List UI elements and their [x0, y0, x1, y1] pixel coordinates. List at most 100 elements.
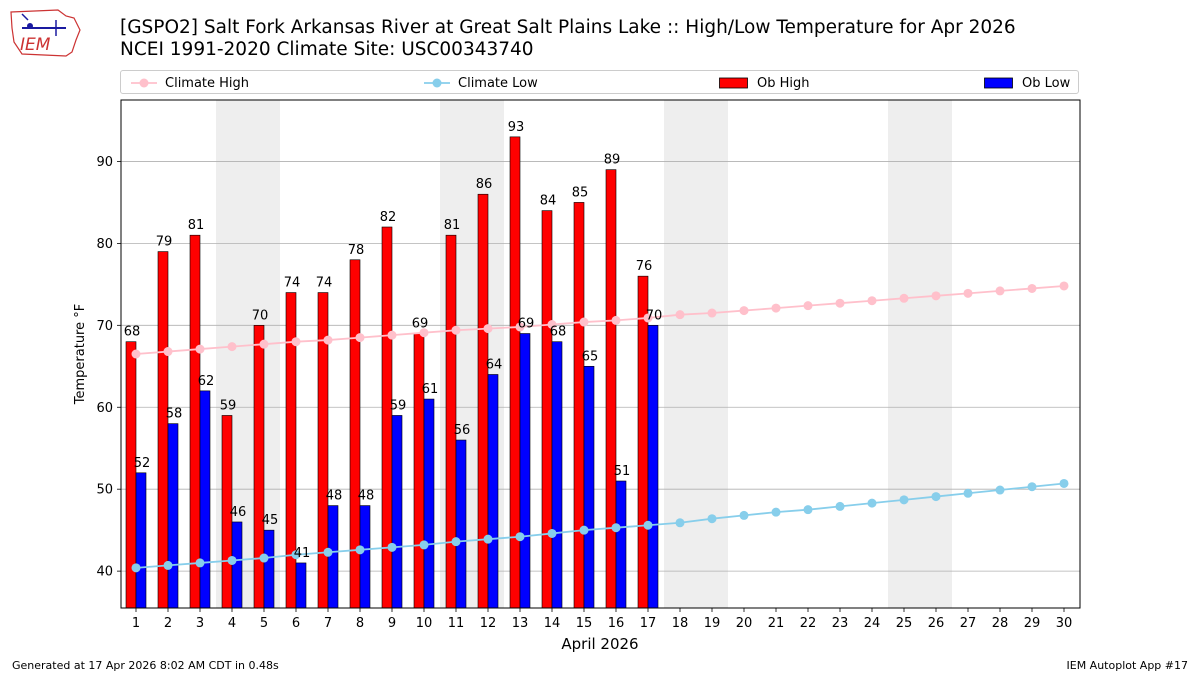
x-tick-label-11: 11	[448, 616, 465, 631]
x-tick-label-3: 3	[196, 616, 204, 631]
y-axis-label: Temperature °F	[73, 304, 88, 405]
legend-marker-climate-high	[131, 78, 157, 88]
x-tick-label-9: 9	[388, 616, 396, 631]
climate-low-point-day-30	[1059, 478, 1069, 488]
x-tick-label-1: 1	[132, 616, 140, 631]
ob-high-bar-day-15	[573, 202, 585, 609]
climate-low-point-day-4	[227, 555, 237, 565]
x-tick-label-28: 28	[992, 616, 1009, 631]
legend-label-climate-high: Climate High	[165, 75, 250, 91]
ob-high-label-day-8: 78	[348, 243, 365, 258]
x-tick-label-23: 23	[832, 616, 849, 631]
climate-high-point-day-28	[995, 286, 1005, 296]
ob-low-label-day-4: 46	[230, 505, 247, 520]
ob-high-label-day-13: 93	[508, 120, 525, 135]
ob-high-label-day-5: 70	[252, 308, 269, 323]
climate-high-point-day-18	[675, 310, 685, 320]
climate-high-line	[135, 285, 1065, 355]
legend-marker-ob-low	[984, 77, 1013, 89]
ob-high-bar-day-2	[157, 251, 169, 609]
y-tick-label-70: 70	[96, 319, 113, 334]
climate-low-point-day-27	[963, 488, 973, 498]
x-tick-label-8: 8	[356, 616, 364, 631]
climate-high-point-day-23	[835, 298, 845, 308]
x-tick-label-17: 17	[640, 616, 657, 631]
ob-high-bar-day-12	[477, 193, 489, 609]
ob-high-label-day-3: 81	[188, 218, 205, 233]
climate-low-point-day-7	[323, 547, 333, 557]
x-tick-label-24: 24	[864, 616, 881, 631]
ob-low-bar-day-15	[583, 365, 595, 609]
climate-high-point-day-13	[515, 322, 525, 332]
climate-low-point-day-25	[899, 495, 909, 505]
ob-low-bar-day-4	[231, 521, 243, 609]
climate-low-point-day-14	[547, 528, 557, 538]
x-tick-label-25: 25	[896, 616, 913, 631]
ob-low-bar-day-17	[647, 325, 659, 609]
climate-low-point-day-11	[451, 537, 461, 547]
x-tick-label-5: 5	[260, 616, 268, 631]
ob-low-bar-day-10	[423, 398, 435, 609]
climate-high-point-day-22	[803, 301, 813, 311]
climate-high-point-day-7	[323, 335, 333, 345]
x-tick-label-14: 14	[544, 616, 561, 631]
climate-high-point-day-29	[1027, 283, 1037, 293]
x-tick-label-30: 30	[1056, 616, 1073, 631]
climate-low-point-day-1	[131, 563, 141, 573]
ob-high-bar-day-3	[189, 234, 201, 609]
climate-low-point-day-6	[291, 550, 301, 560]
ob-low-label-day-16: 51	[614, 464, 631, 479]
weekend-shade-day-19	[696, 100, 728, 608]
ob-high-bar-day-17	[637, 275, 649, 609]
climate-high-point-day-19	[707, 308, 717, 318]
ob-low-label-day-3: 62	[198, 374, 215, 389]
x-tick-label-2: 2	[164, 616, 172, 631]
climate-low-point-day-24	[867, 498, 877, 508]
climate-low-point-day-23	[835, 501, 845, 511]
ob-high-bar-day-11	[445, 234, 457, 609]
x-tick-label-18: 18	[672, 616, 689, 631]
ob-low-label-day-13: 69	[518, 317, 535, 332]
climate-low-point-day-8	[355, 545, 365, 555]
x-tick-label-29: 29	[1024, 616, 1041, 631]
climate-low-point-day-21	[771, 507, 781, 517]
climate-high-point-day-14	[547, 320, 557, 330]
ob-high-bar-day-10	[413, 333, 425, 609]
climate-high-point-day-5	[259, 339, 269, 349]
chart-title-line2: NCEI 1991-2020 Climate Site: USC00343740	[120, 39, 534, 60]
ob-low-label-day-12: 64	[486, 357, 503, 372]
climate-high-point-day-2	[163, 347, 173, 357]
ob-high-label-day-7: 74	[316, 276, 333, 291]
ob-high-label-day-10: 69	[412, 317, 429, 332]
weekend-shade-day-18	[664, 100, 696, 608]
ob-low-bar-day-16	[615, 480, 627, 609]
ob-low-label-day-17: 70	[646, 308, 663, 323]
x-tick-label-27: 27	[960, 616, 977, 631]
climate-low-point-day-18	[675, 518, 685, 528]
climate-low-point-day-12	[483, 534, 493, 544]
climate-low-point-day-10	[419, 540, 429, 550]
ob-high-label-day-4: 59	[220, 398, 237, 413]
legend-marker-ob-high	[719, 77, 748, 89]
ob-high-bar-day-8	[349, 259, 361, 609]
ob-high-bar-day-5	[253, 325, 265, 609]
x-tick-label-21: 21	[768, 616, 785, 631]
y-tick-label-80: 80	[96, 237, 113, 252]
y-tick-label-60: 60	[96, 401, 113, 416]
climate-high-point-day-11	[451, 325, 461, 335]
climate-high-point-day-12	[483, 324, 493, 334]
climate-high-point-day-10	[419, 328, 429, 338]
climate-low-point-day-9	[387, 542, 397, 552]
x-tick-label-7: 7	[324, 616, 332, 631]
climate-low-point-day-28	[995, 485, 1005, 495]
x-tick-label-15: 15	[576, 616, 593, 631]
ob-high-label-day-11: 81	[444, 218, 461, 233]
ob-high-label-day-6: 74	[284, 276, 301, 291]
x-tick-label-22: 22	[800, 616, 817, 631]
ob-low-label-day-1: 52	[134, 456, 151, 471]
x-tick-label-10: 10	[416, 616, 433, 631]
climate-high-point-day-16	[611, 315, 621, 325]
ob-high-label-day-16: 89	[604, 153, 621, 168]
chart-title-line1: [GSPO2] Salt Fork Arkansas River at Grea…	[120, 17, 1016, 38]
y-tick-label-90: 90	[96, 155, 113, 170]
